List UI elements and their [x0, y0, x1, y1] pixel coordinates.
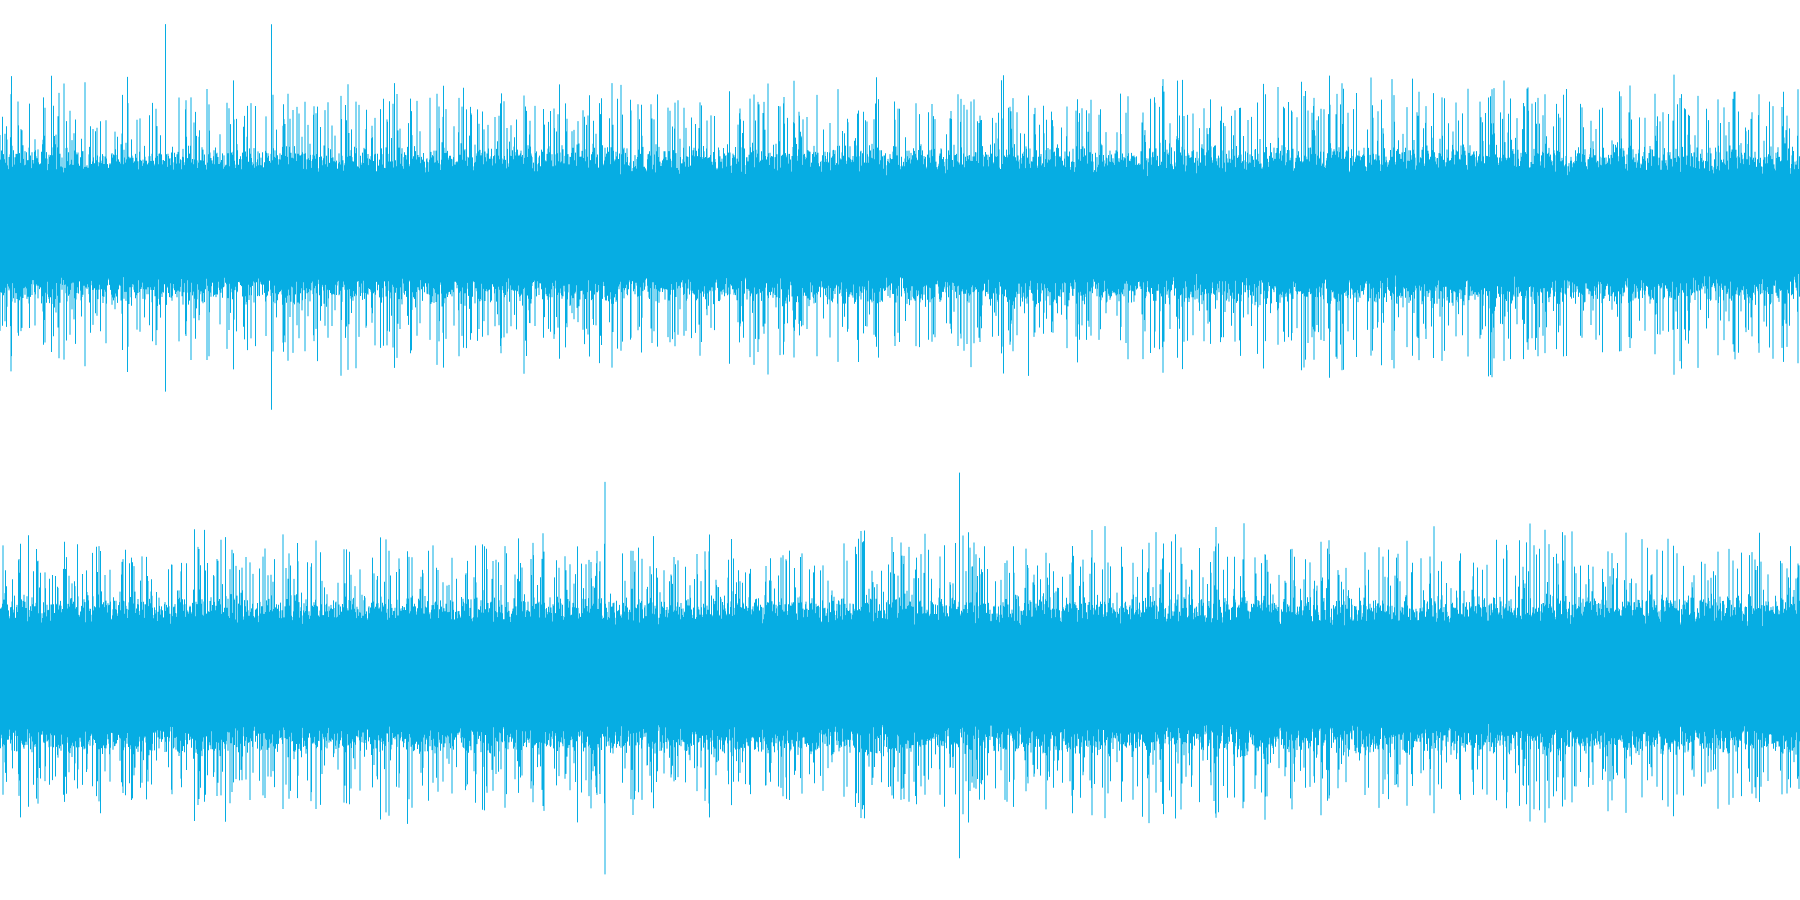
waveform-core-band	[0, 176, 1800, 274]
waveform-channel-top	[0, 24, 1800, 410]
waveform-channel-bottom	[0, 472, 1800, 875]
waveform-core-band	[0, 626, 1800, 724]
